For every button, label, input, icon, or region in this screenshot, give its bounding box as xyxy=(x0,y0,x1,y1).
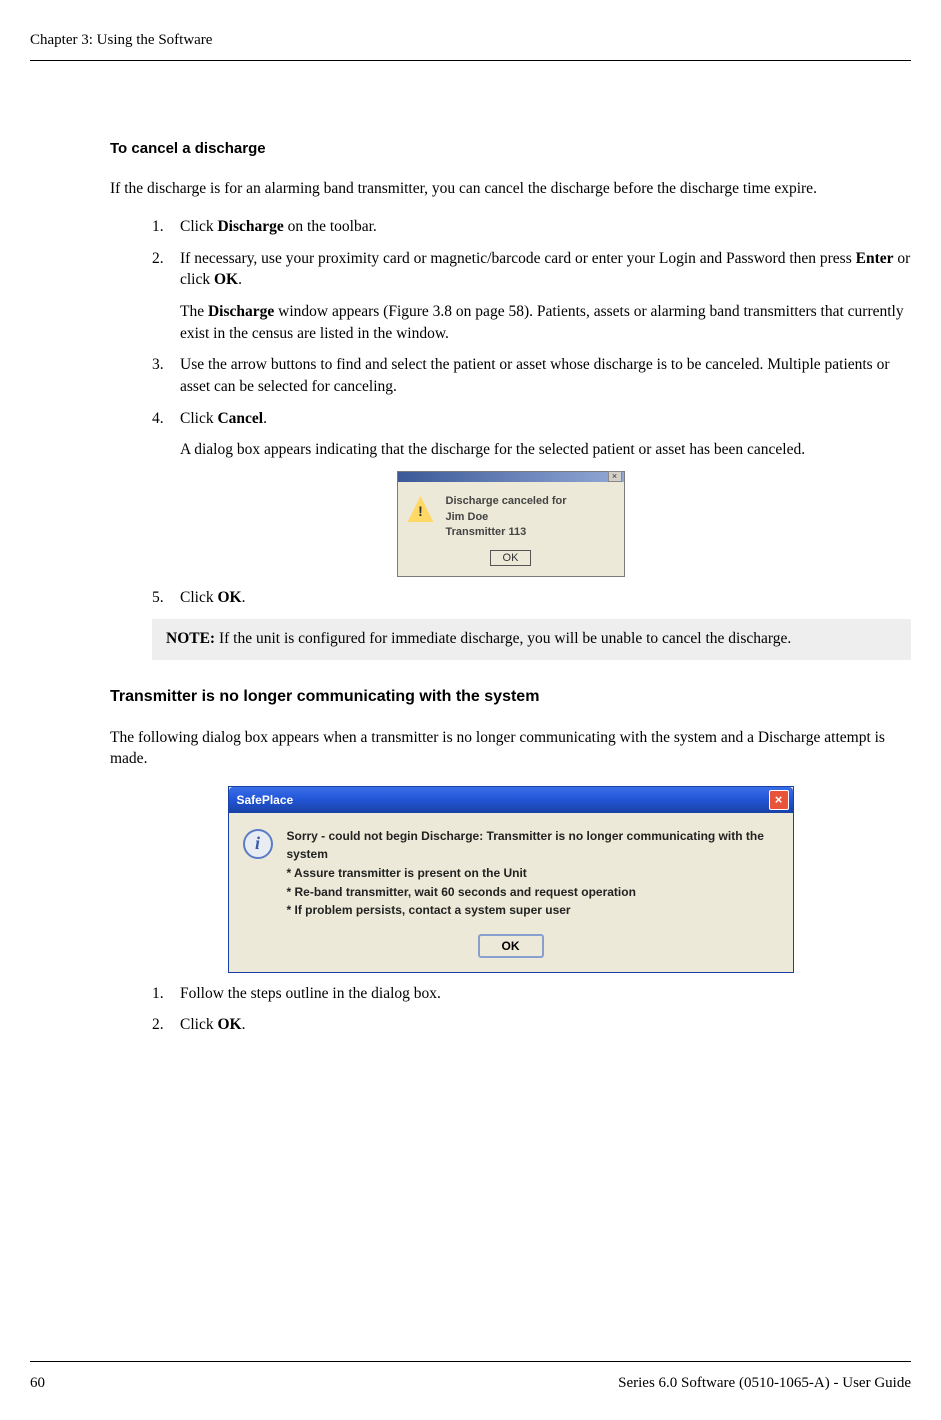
bold-term: OK xyxy=(214,271,238,288)
step-text: If necessary, use your proximity card or… xyxy=(180,250,856,267)
ok-button[interactable]: OK xyxy=(490,550,532,566)
step-text: Click xyxy=(180,1016,217,1033)
step-number: 4. xyxy=(152,408,164,430)
steps-list-1b: 5. Click OK. xyxy=(152,587,911,609)
dialog2-line: * If problem persists, contact a system … xyxy=(287,901,779,920)
step-sub-paragraph: The Discharge window appears (Figure 3.8… xyxy=(180,301,911,344)
note-box: NOTE: If the unit is configured for imme… xyxy=(152,619,911,660)
note-text: If the unit is configured for immediate … xyxy=(215,630,791,647)
dialog1-body: Discharge canceled for Jim Doe Transmitt… xyxy=(398,482,624,550)
dialog1-titlebar: × xyxy=(398,472,624,482)
dialog1-line: Discharge canceled for xyxy=(446,494,567,509)
close-icon[interactable]: × xyxy=(608,471,622,482)
steps-list-1: 1. Click Discharge on the toolbar. 2. If… xyxy=(152,216,911,461)
dialog2-line: * Re-band transmitter, wait 60 seconds a… xyxy=(287,883,779,902)
dialog1-button-row: OK xyxy=(398,550,624,576)
bold-term: OK xyxy=(217,589,241,606)
step-number: 3. xyxy=(152,354,164,376)
step-text: . xyxy=(238,271,242,288)
step-5: 5. Click OK. xyxy=(152,587,911,609)
step-text: Click xyxy=(180,589,217,606)
bold-term: OK xyxy=(217,1016,241,1033)
step-1: 1. Click Discharge on the toolbar. xyxy=(152,216,911,238)
step-sub-paragraph: A dialog box appears indicating that the… xyxy=(180,439,911,461)
step-text: . xyxy=(242,589,246,606)
step-number: 5. xyxy=(152,587,164,609)
intro-paragraph-2: The following dialog box appears when a … xyxy=(110,728,911,770)
bold-term: Enter xyxy=(856,250,894,267)
step-text: Click xyxy=(180,218,217,235)
bold-term: Cancel xyxy=(217,410,263,427)
dialog2-message: Sorry - could not begin Discharge: Trans… xyxy=(287,827,779,920)
step-number: 1. xyxy=(152,216,164,238)
step-1b: 1. Follow the steps outline in the dialo… xyxy=(152,983,911,1005)
page-content: To cancel a discharge If the discharge i… xyxy=(110,140,911,1046)
dialog2-body: Sorry - could not begin Discharge: Trans… xyxy=(229,813,793,930)
step-3: 3. Use the arrow buttons to find and sel… xyxy=(152,354,911,397)
dialog1-line: Jim Doe xyxy=(446,510,567,525)
step-number: 2. xyxy=(152,248,164,270)
dialog2-title: SafePlace xyxy=(237,793,294,807)
safeplace-dialog: SafePlace × Sorry - could not begin Disc… xyxy=(228,786,794,973)
dialog2-line: Sorry - could not begin Discharge: Trans… xyxy=(287,827,779,864)
footer-rule xyxy=(30,1361,911,1362)
dialog1-message: Discharge canceled for Jim Doe Transmitt… xyxy=(446,494,567,540)
step-4: 4. Click Cancel. A dialog box appears in… xyxy=(152,408,911,461)
dialog1-line: Transmitter 113 xyxy=(446,525,567,540)
chapter-header: Chapter 3: Using the Software xyxy=(30,32,911,49)
step-number: 1. xyxy=(152,983,164,1005)
discharge-canceled-dialog: × Discharge canceled for Jim Doe Transmi… xyxy=(397,471,625,577)
dialog2-line: * Assure transmitter is present on the U… xyxy=(287,864,779,883)
close-icon[interactable]: × xyxy=(769,790,789,810)
dialog2-button-row: OK xyxy=(229,930,793,972)
note-label: NOTE: xyxy=(166,630,215,647)
info-icon xyxy=(243,829,273,859)
header-rule xyxy=(30,60,911,61)
step-text: on the toolbar. xyxy=(284,218,377,235)
section-heading-cancel-discharge: To cancel a discharge xyxy=(110,140,911,157)
bold-term: Discharge xyxy=(208,303,274,320)
step-number: 2. xyxy=(152,1014,164,1036)
step-text: window appears (Figure 3.8 on page 58). … xyxy=(180,303,904,342)
ok-button[interactable]: OK xyxy=(478,934,544,958)
dialog2-titlebar: SafePlace × xyxy=(229,787,793,813)
step-2: 2. If necessary, use your proximity card… xyxy=(152,248,911,345)
step-2b: 2. Click OK. xyxy=(152,1014,911,1036)
step-text: The xyxy=(180,303,208,320)
warning-icon xyxy=(408,496,434,522)
intro-paragraph: If the discharge is for an alarming band… xyxy=(110,179,911,200)
footer-text: Series 6.0 Software (0510-1065-A) - User… xyxy=(618,1375,911,1392)
step-text: . xyxy=(242,1016,246,1033)
step-text: Click xyxy=(180,410,217,427)
step-text: Use the arrow buttons to find and select… xyxy=(180,356,890,395)
section-heading-transmitter: Transmitter is no longer communicating w… xyxy=(110,688,911,706)
dialog1-container: × Discharge canceled for Jim Doe Transmi… xyxy=(110,471,911,577)
bold-term: Discharge xyxy=(217,218,283,235)
step-text: Follow the steps outline in the dialog b… xyxy=(180,985,441,1002)
dialog2-container: SafePlace × Sorry - could not begin Disc… xyxy=(110,786,911,973)
step-text: . xyxy=(263,410,267,427)
page-number: 60 xyxy=(30,1375,45,1392)
steps-list-2: 1. Follow the steps outline in the dialo… xyxy=(152,983,911,1036)
